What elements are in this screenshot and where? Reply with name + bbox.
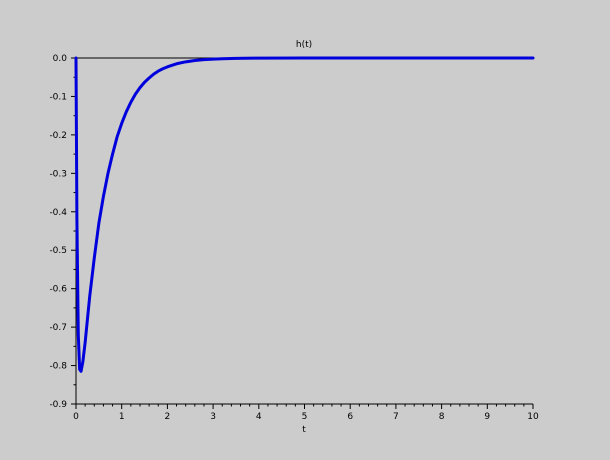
x-tick-label: 5 <box>302 412 308 422</box>
y-tick-label: -0.6 <box>49 285 67 295</box>
y-tick-label: 0.0 <box>53 54 68 64</box>
y-tick-label: -0.3 <box>49 169 67 179</box>
x-tick-label: 10 <box>527 412 539 422</box>
series-line <box>74 56 535 373</box>
x-tick-label: 1 <box>119 412 125 422</box>
plot-area <box>76 58 533 404</box>
y-tick-label: -0.8 <box>49 362 67 372</box>
x-tick-label: 2 <box>165 412 171 422</box>
chart-title: h(t) <box>296 40 312 50</box>
y-tick-label: -0.1 <box>49 92 67 102</box>
x-tick-label: 0 <box>73 412 79 422</box>
y-tick-label: -0.2 <box>49 131 67 141</box>
x-tick-label: 9 <box>484 412 490 422</box>
x-tick-label: 8 <box>439 412 445 422</box>
ticks: 0 1 2 3 4 5 6 7 8 9 10 0.0 -0.1 -0.2 -0.3 -0.4 -0.5 -0.6 -… <box>49 54 539 422</box>
y-tick-label: -0.9 <box>49 400 67 410</box>
x-tick-label: 3 <box>210 412 216 422</box>
y-tick-label: -0.4 <box>49 208 67 218</box>
x-tick-label: 7 <box>393 412 399 422</box>
y-tick-label: -0.5 <box>49 246 67 256</box>
x-tick-label: 6 <box>347 412 353 422</box>
x-axis-label: t <box>302 425 306 435</box>
x-tick-label: 4 <box>256 412 262 422</box>
y-tick-label: -0.7 <box>49 323 67 333</box>
